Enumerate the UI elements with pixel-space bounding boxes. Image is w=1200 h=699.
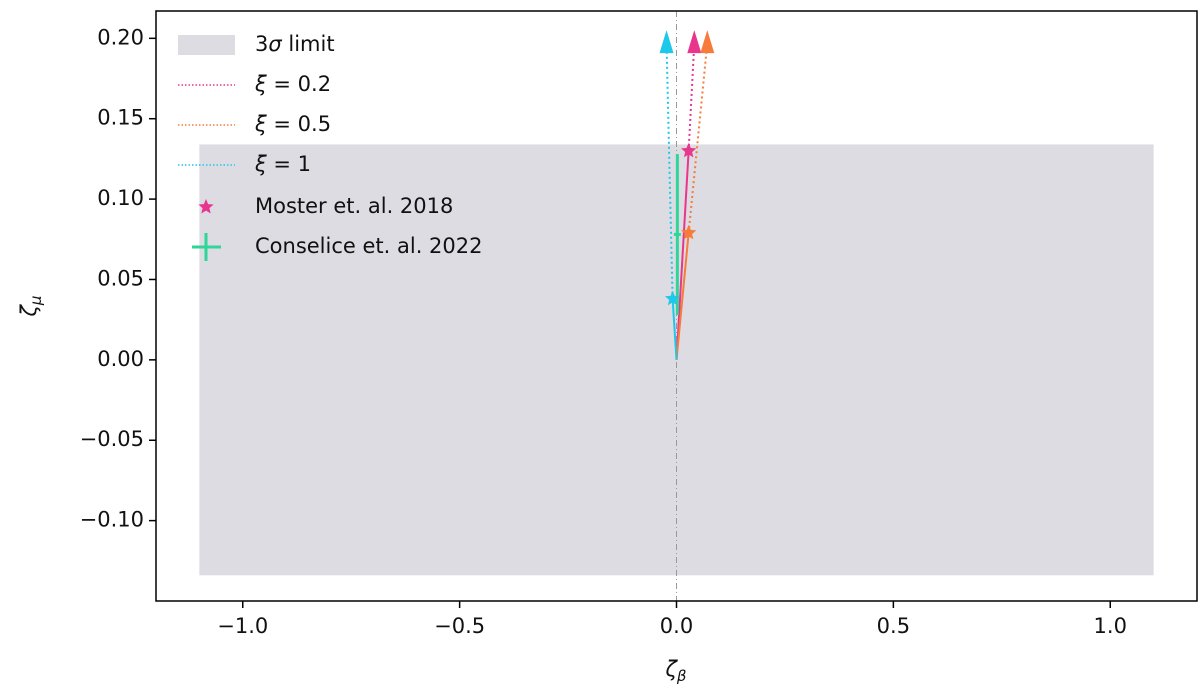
legend-band bbox=[178, 35, 235, 55]
series-line bbox=[671, 298, 678, 360]
legend-part: = 0.2 bbox=[267, 72, 331, 96]
legend-part: = 1 bbox=[267, 152, 311, 176]
ylabel-symbol: ζ bbox=[17, 303, 41, 317]
xlabel: ζβ bbox=[664, 657, 686, 685]
plot-frame bbox=[155, 10, 1198, 602]
y-tick-label: −0.10 bbox=[80, 508, 144, 532]
legend-part: ξ bbox=[254, 112, 267, 136]
series-line bbox=[675, 150, 690, 360]
x-tick-label: 0.5 bbox=[877, 614, 910, 638]
ylabel-subscript: μ bbox=[27, 296, 45, 307]
legend-part: ξ bbox=[254, 72, 267, 96]
legend-label: ξ = 0.2 bbox=[254, 72, 331, 96]
star-marker bbox=[198, 199, 214, 214]
y-tick-label: 0.20 bbox=[97, 25, 144, 49]
legend-part: limit bbox=[282, 32, 335, 56]
legend-part: ξ bbox=[254, 152, 267, 176]
legend-label: ξ = 1 bbox=[254, 152, 311, 176]
star-marker bbox=[681, 224, 697, 240]
legend-part: 3 bbox=[255, 32, 268, 56]
series-line bbox=[675, 232, 690, 360]
arrow-head bbox=[659, 30, 674, 54]
x-tick-label: −1.0 bbox=[217, 614, 268, 638]
y-tick-label: 0.00 bbox=[97, 347, 144, 371]
ylabel: ζμ bbox=[17, 296, 45, 318]
legend-part: = 0.5 bbox=[267, 112, 331, 136]
star-marker bbox=[681, 142, 697, 158]
star-marker bbox=[665, 290, 681, 306]
series-dotted bbox=[687, 43, 696, 151]
y-tick-label: 0.05 bbox=[97, 266, 144, 290]
x-tick-label: 0.0 bbox=[660, 614, 693, 638]
y-tick-label: 0.10 bbox=[97, 186, 144, 210]
legend-part: σ bbox=[268, 32, 282, 56]
arrow-head bbox=[700, 30, 715, 54]
x-tick-label: 1.0 bbox=[1094, 614, 1127, 638]
legend-label: Conselice et. al. 2022 bbox=[255, 234, 483, 258]
legend-label: ξ = 0.5 bbox=[254, 112, 331, 136]
x-tick-label: −0.5 bbox=[434, 614, 485, 638]
arrow-head bbox=[687, 30, 702, 54]
series-dotted bbox=[687, 43, 709, 233]
y-tick-label: −0.05 bbox=[80, 427, 144, 451]
xlabel-subscript: β bbox=[676, 667, 687, 685]
y-tick-label: 0.15 bbox=[97, 106, 144, 130]
legend-label: 3σ limit bbox=[255, 32, 335, 56]
legend-label: Moster et. al. 2018 bbox=[255, 194, 453, 218]
xlabel-symbol: ζ bbox=[664, 657, 678, 681]
